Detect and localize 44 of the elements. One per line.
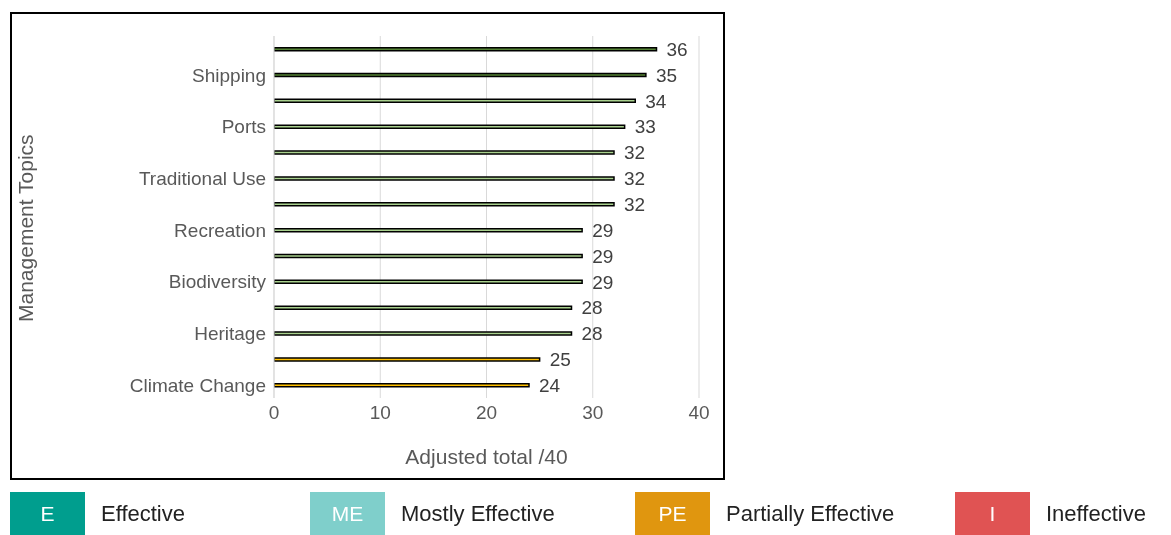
x-tick-label: 40 [688, 402, 710, 424]
data-label: 24 [539, 375, 561, 397]
y-tick-label: Climate Change [129, 374, 266, 396]
data-label: 36 [666, 38, 688, 60]
bar [274, 357, 541, 362]
category-label: Effective [101, 500, 185, 527]
x-tick-label: 20 [475, 402, 498, 424]
data-label: 34 [645, 90, 667, 112]
x-tick-label: 0 [268, 402, 280, 424]
y-tick-label: Traditional Use [138, 167, 266, 189]
bar [274, 150, 615, 155]
y-tick-label: Shipping [192, 64, 266, 86]
data-label: 25 [549, 349, 571, 371]
bar [274, 331, 573, 336]
y-tick-label: Recreation [174, 219, 266, 241]
category-label: Mostly Effective [401, 500, 555, 527]
x-tick-label: 10 [369, 402, 391, 424]
data-label: 32 [624, 194, 646, 216]
x-axis-title: Adjusted total /40 [405, 445, 568, 468]
data-label: 33 [634, 116, 656, 138]
category-label: Partially Effective [726, 500, 895, 527]
text: E [10, 492, 85, 535]
y-tick-label: Biodiversity [168, 271, 267, 293]
category-label: Ineffective [1046, 500, 1146, 527]
bar [274, 305, 573, 310]
data-label: 28 [581, 297, 603, 319]
text: I [955, 492, 1030, 535]
y-tick-label: Ports [221, 116, 266, 138]
text: ME [310, 492, 385, 535]
y-axis-title: Management Topics [14, 134, 38, 322]
data-label: 32 [624, 168, 646, 190]
bar [274, 202, 615, 207]
data-label: 35 [655, 64, 678, 86]
data-label: 29 [592, 219, 614, 241]
data-label: 29 [592, 245, 614, 267]
bar [274, 383, 530, 388]
y-tick-label: Heritage [194, 323, 266, 345]
bar [274, 176, 615, 181]
bar [274, 124, 626, 129]
x-tick-label: 30 [582, 402, 604, 424]
data-label: 32 [624, 142, 646, 164]
data-label: 28 [581, 323, 603, 345]
text: PE [635, 492, 710, 535]
data-label: 29 [592, 271, 614, 293]
